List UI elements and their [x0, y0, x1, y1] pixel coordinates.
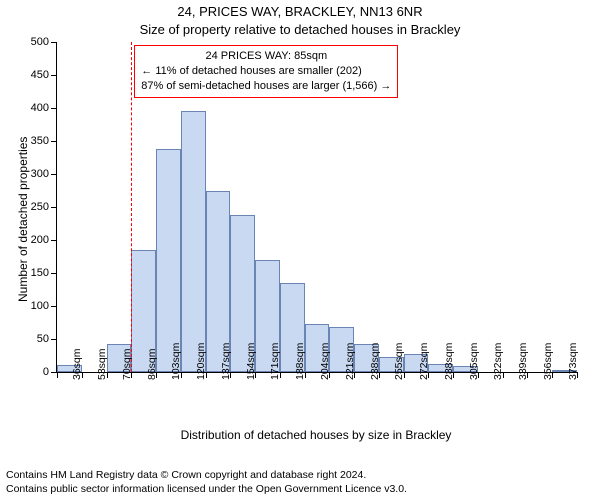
x-tick: [131, 372, 132, 378]
annotation-line-2: ← 11% of detached houses are smaller (20…: [141, 64, 391, 79]
y-tick-label: 450: [31, 69, 57, 81]
x-tick: [379, 372, 380, 378]
x-tick: [503, 372, 504, 378]
annotation-line-1: 24 PRICES WAY: 85sqm: [141, 49, 391, 64]
x-tick: [453, 372, 454, 378]
bar: [181, 111, 206, 372]
footer-attribution: Contains HM Land Registry data © Crown c…: [6, 468, 407, 496]
y-tick-label: 50: [37, 333, 57, 345]
annotation-line-3: 87% of semi-detached houses are larger (…: [141, 79, 391, 94]
x-tick: [230, 372, 231, 378]
x-tick: [206, 372, 207, 378]
y-tick-label: 400: [31, 102, 57, 114]
x-tick: [478, 372, 479, 378]
y-tick-label: 200: [31, 234, 57, 246]
y-tick-label: 300: [31, 168, 57, 180]
x-tick: [552, 372, 553, 378]
reference-line: [131, 42, 132, 372]
y-tick-label: 0: [43, 366, 57, 378]
x-tick: [354, 372, 355, 378]
x-axis-title: Distribution of detached houses by size …: [56, 428, 576, 442]
footer-line-2: Contains public sector information licen…: [6, 482, 407, 496]
annotation-box: 24 PRICES WAY: 85sqm ← 11% of detached h…: [134, 45, 398, 98]
x-tick: [57, 372, 58, 378]
x-tick: [404, 372, 405, 378]
bar: [156, 149, 181, 372]
y-tick-label: 350: [31, 135, 57, 147]
x-tick: [82, 372, 83, 378]
x-tick: [181, 372, 182, 378]
page-title: 24, PRICES WAY, BRACKLEY, NN13 6NR: [0, 4, 600, 19]
footer-line-1: Contains HM Land Registry data © Crown c…: [6, 468, 407, 482]
x-tick: [428, 372, 429, 378]
histogram-plot: 24 PRICES WAY: 85sqm ← 11% of detached h…: [56, 42, 577, 373]
x-tick: [107, 372, 108, 378]
x-tick: [255, 372, 256, 378]
y-tick-label: 100: [31, 300, 57, 312]
x-tick: [305, 372, 306, 378]
x-tick: [156, 372, 157, 378]
x-tick: [280, 372, 281, 378]
x-tick: [527, 372, 528, 378]
x-tick: [577, 372, 578, 378]
x-tick: [329, 372, 330, 378]
page-subtitle: Size of property relative to detached ho…: [0, 22, 600, 37]
y-tick-label: 250: [31, 201, 57, 213]
y-tick-label: 150: [31, 267, 57, 279]
y-axis-title: Number of detached properties: [16, 137, 30, 302]
y-tick-label: 500: [31, 36, 57, 48]
